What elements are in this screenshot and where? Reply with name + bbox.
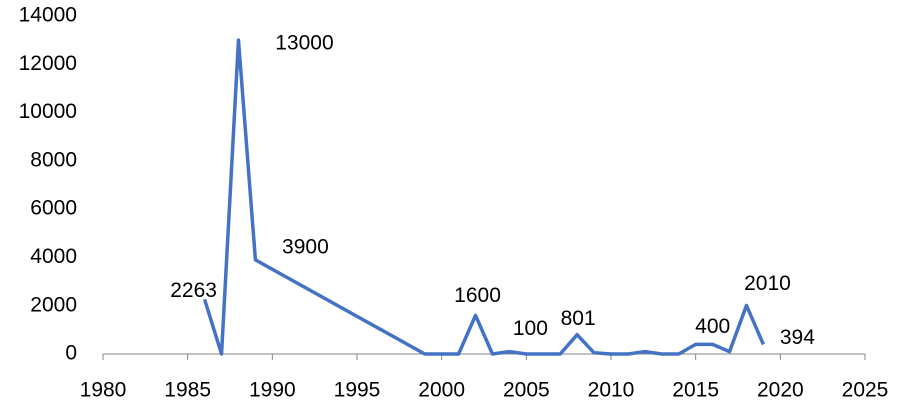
x-tick-label: 1980 <box>80 379 127 402</box>
data-label: 801 <box>561 307 596 330</box>
y-tick-label: 10000 <box>19 100 77 123</box>
line-series <box>202 38 766 356</box>
data-label: 13000 <box>275 32 333 55</box>
data-label: 3900 <box>282 235 329 258</box>
data-label: 2263 <box>170 279 217 302</box>
y-tick-label: 14000 <box>19 4 77 27</box>
x-tick-label: 1995 <box>334 379 381 402</box>
data-label: 100 <box>513 317 548 340</box>
x-tick-label: 2005 <box>503 379 550 402</box>
y-tick-label: 8000 <box>30 148 77 171</box>
x-tick-label: 1985 <box>164 379 211 402</box>
data-label: 2010 <box>744 272 791 295</box>
y-tick-label: 2000 <box>30 293 77 316</box>
data-label: 1600 <box>454 284 501 307</box>
x-tick-label: 2000 <box>418 379 465 402</box>
x-tick-label: 2015 <box>672 379 719 402</box>
y-tick-label: 12000 <box>19 52 77 75</box>
x-tick-label: 2025 <box>842 379 889 402</box>
y-tick-label: 6000 <box>30 197 77 220</box>
y-tick-label: 4000 <box>30 245 77 268</box>
x-tick-label: 2010 <box>588 379 635 402</box>
x-tick-label: 2020 <box>757 379 804 402</box>
data-label: 394 <box>780 326 815 349</box>
y-tick-label: 0 <box>65 342 77 365</box>
data-label: 400 <box>695 315 730 338</box>
x-tick-label: 1990 <box>249 379 296 402</box>
